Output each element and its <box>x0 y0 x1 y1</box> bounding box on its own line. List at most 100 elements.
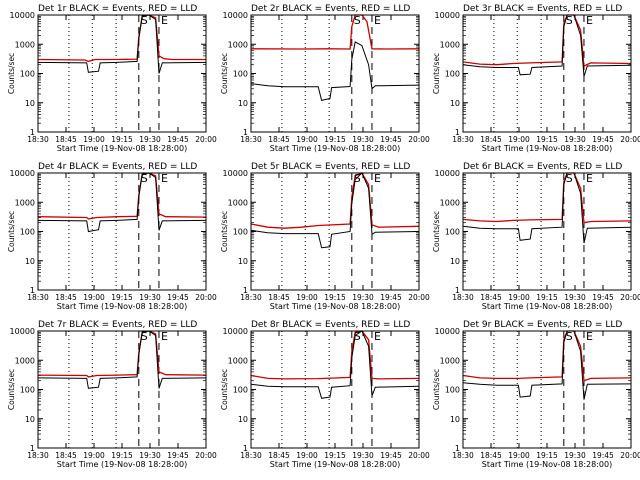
series-line <box>37 14 206 63</box>
plot-frame <box>462 172 632 291</box>
panel-title: Det 3r BLACK = Events, RED = LLD <box>463 4 622 14</box>
x-tick-label: 18:45 <box>268 293 290 302</box>
x-tick-label: 18:45 <box>55 451 77 460</box>
x-tick-label: 18:45 <box>55 293 77 302</box>
marker-label: E <box>161 172 168 185</box>
panel-title: Det 7r BLACK = Events, RED = LLD <box>38 320 197 330</box>
panel-7: Det 7r BLACK = Events, RED = LLD 1 10 100 10… <box>7 320 217 469</box>
y-tick-label: 100 <box>233 228 248 237</box>
panel-title: Det 9r BLACK = Events, RED = LLD <box>463 320 622 330</box>
y-tick-label: 10 <box>450 415 460 424</box>
x-tick-label: 19:00 <box>508 293 530 302</box>
marker-label: E <box>586 330 593 343</box>
marker-label: E <box>374 14 381 27</box>
series-line <box>250 14 420 50</box>
x-axis-label: Start Time (19-Nov-08 18:28:00) <box>482 144 612 153</box>
y-tick-label: 1000 <box>228 356 248 365</box>
panel-6: Det 6r BLACK = Events, RED = LLD 1 10 100 10… <box>432 162 640 311</box>
panel-4: Det 4r BLACK = Events, RED = LLD 1 10 100 10… <box>7 162 217 311</box>
series-line <box>250 172 420 229</box>
y-tick-label: 1000 <box>440 40 460 49</box>
y-axis-label: Counts/sec <box>7 369 16 410</box>
x-tick-label: 19:00 <box>508 135 530 144</box>
y-tick-label: 10 <box>238 99 248 108</box>
x-tick-label: 19:45 <box>167 451 189 460</box>
y-tick-label: 1 <box>30 444 35 453</box>
y-tick-label: 1 <box>243 128 248 137</box>
x-tick-label: 18:45 <box>55 135 77 144</box>
marker-label: S <box>354 330 361 343</box>
x-tick-label: 18:30 <box>452 135 474 144</box>
x-tick-label: 18:45 <box>268 451 290 460</box>
panel-title: Det 6r BLACK = Events, RED = LLD <box>463 162 622 172</box>
marker-label: S <box>354 14 361 27</box>
x-tick-label: 19:15 <box>324 135 346 144</box>
x-tick-label: 19:30 <box>139 135 161 144</box>
panel-title: Det 5r BLACK = Events, RED = LLD <box>251 162 410 172</box>
y-tick-label: 1000 <box>15 198 35 207</box>
y-tick-label: 1 <box>455 444 460 453</box>
plot-frame <box>250 14 420 133</box>
x-tick-label: 19:30 <box>352 451 374 460</box>
marker-label: E <box>161 14 168 27</box>
x-tick-label: 19:00 <box>296 293 318 302</box>
y-tick-label: 10 <box>238 257 248 266</box>
y-tick-label: 10 <box>25 99 35 108</box>
y-tick-label: 1000 <box>15 40 35 49</box>
panel-3: Det 3r BLACK = Events, RED = LLD 1 10 100 10… <box>432 4 640 153</box>
y-tick-label: 1000 <box>228 198 248 207</box>
x-axis-label: Start Time (19-Nov-08 18:28:00) <box>482 460 612 469</box>
x-tick-label: 19:45 <box>167 135 189 144</box>
y-tick-label: 100 <box>20 70 35 79</box>
y-tick-label: 1 <box>243 444 248 453</box>
series-line <box>462 14 632 67</box>
x-tick-label: 19:30 <box>139 451 161 460</box>
series-line <box>37 172 207 220</box>
x-tick-label: 19:45 <box>592 135 614 144</box>
y-tick-label: 100 <box>445 228 460 237</box>
x-tick-label: 19:30 <box>352 135 374 144</box>
y-tick-label: 100 <box>20 228 35 237</box>
x-tick-label: 19:45 <box>380 135 402 144</box>
y-tick-label: 10 <box>450 99 460 108</box>
y-tick-label: 10 <box>450 257 460 266</box>
y-tick-label: 100 <box>445 70 460 79</box>
x-tick-label: 19:15 <box>536 135 558 144</box>
x-tick-label: 20:00 <box>620 135 640 144</box>
plot-frame <box>462 330 632 449</box>
series-line <box>462 330 632 400</box>
panel-title: Det 1r BLACK = Events, RED = LLD <box>38 4 197 14</box>
panel-1: Det 1r BLACK = Events, RED = LLD 1 10 100 10… <box>7 4 217 153</box>
marker-label: S <box>141 330 148 343</box>
x-tick-label: 18:45 <box>480 451 502 460</box>
x-tick-label: 19:30 <box>139 293 161 302</box>
panel-title: Det 8r BLACK = Events, RED = LLD <box>251 320 410 330</box>
x-tick-label: 20:00 <box>620 451 640 460</box>
x-tick-label: 18:30 <box>240 293 262 302</box>
panel-title: Det 4r BLACK = Events, RED = LLD <box>38 162 197 172</box>
series-line <box>462 172 632 224</box>
x-tick-label: 18:30 <box>240 135 262 144</box>
series-line <box>250 330 420 399</box>
x-tick-label: 19:45 <box>380 451 402 460</box>
x-tick-label: 19:30 <box>564 135 586 144</box>
y-tick-label: 10000 <box>10 11 35 20</box>
x-tick-label: 20:00 <box>195 451 217 460</box>
marker-label: S <box>141 172 148 185</box>
series-line <box>250 330 420 380</box>
x-tick-label: 18:30 <box>27 293 49 302</box>
marker-label: E <box>586 14 593 27</box>
y-tick-label: 1000 <box>228 40 248 49</box>
marker-label: S <box>141 14 148 27</box>
x-tick-label: 19:00 <box>508 451 530 460</box>
x-tick-label: 20:00 <box>408 135 430 144</box>
x-tick-label: 19:15 <box>111 293 133 302</box>
x-tick-label: 18:45 <box>480 293 502 302</box>
x-axis-label: Start Time (19-Nov-08 18:28:00) <box>270 144 400 153</box>
x-axis-label: Start Time (19-Nov-08 18:28:00) <box>57 302 187 311</box>
x-tick-label: 19:15 <box>111 135 133 144</box>
y-tick-label: 10000 <box>435 11 460 20</box>
x-axis-label: Start Time (19-Nov-08 18:28:00) <box>270 302 400 311</box>
x-tick-label: 20:00 <box>620 293 640 302</box>
